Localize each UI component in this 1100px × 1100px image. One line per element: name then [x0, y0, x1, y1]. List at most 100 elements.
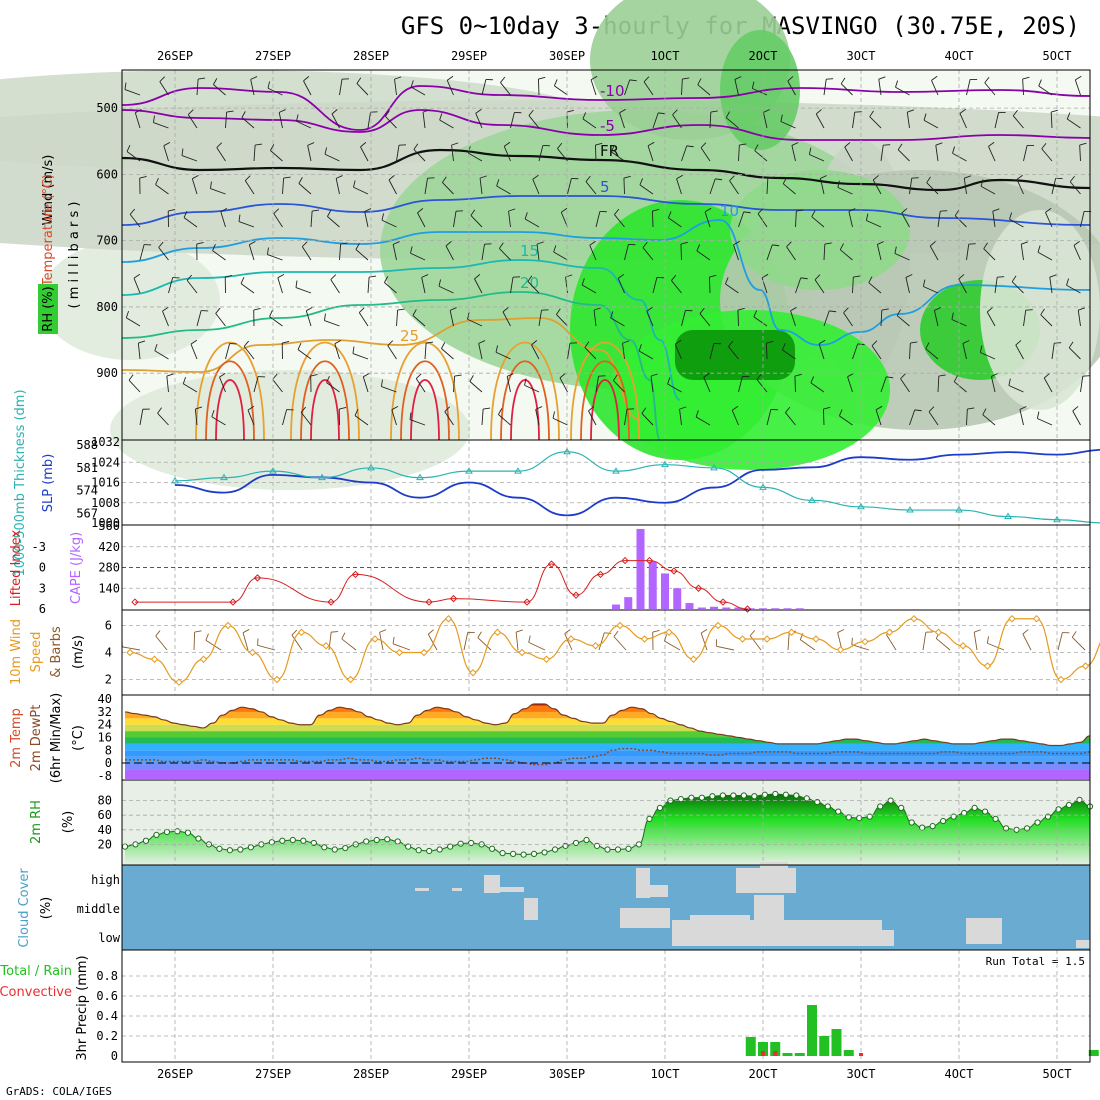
upper-wind-barb — [818, 343, 825, 360]
upper-wind-barb — [352, 353, 369, 360]
upper-wind-barb — [791, 145, 796, 162]
wind-speed-marker — [959, 642, 967, 650]
surface-wind-barb — [716, 645, 735, 651]
upper-wind-barb — [510, 112, 515, 129]
upper-wind-barb-flag — [182, 377, 187, 384]
upper-wind-barb — [642, 247, 654, 261]
cloud-block — [880, 930, 894, 946]
upper-wind-barb-flag — [979, 345, 983, 353]
upper-wind-barb — [876, 244, 882, 261]
temp-color-band — [125, 703, 1090, 706]
upper-wind-barb — [588, 410, 597, 426]
wind-speed-marker — [273, 675, 281, 684]
surface-wind-barb — [564, 633, 573, 651]
wind-speed-marker — [518, 648, 526, 657]
upper-wind-barb-flag — [1045, 207, 1052, 213]
upper-wind-barb-flag — [267, 247, 269, 255]
day-label-top: 5OCT — [1043, 49, 1072, 63]
wind-speed-marker — [861, 637, 869, 646]
upper-wind-barb — [617, 278, 625, 294]
wind-speed-marker — [248, 648, 257, 657]
upper-wind-barb — [303, 80, 312, 96]
surface-wind-barb-flag — [837, 629, 845, 633]
temp-color-band — [125, 737, 1090, 744]
rh-tick: 80 — [98, 794, 112, 808]
upper-wind-barb-flag — [168, 209, 176, 212]
upper-wind-barb — [326, 382, 340, 393]
upper-wind-barb — [532, 179, 540, 195]
surface-wind-barb — [613, 636, 627, 651]
surface-wind-barb — [851, 644, 870, 651]
surface-wind-barb — [193, 631, 196, 651]
surface-wind-barb — [935, 638, 951, 651]
upper-wind-barb-flag — [674, 339, 682, 345]
upper-wind-barb — [446, 80, 454, 96]
thickness-marker — [465, 467, 473, 474]
upper-wind-barb — [590, 79, 597, 96]
upper-wind-barb — [392, 244, 397, 261]
upper-wind-barb — [508, 211, 511, 228]
upper-wind-barb — [725, 283, 739, 294]
upper-wind-barb — [639, 184, 654, 195]
upper-wind-barb-flag — [502, 307, 509, 313]
wind-speed-marker — [395, 648, 404, 657]
upper-wind-barb — [952, 152, 967, 162]
upper-wind-barb-flag — [872, 175, 879, 181]
upper-wind-barb-flag — [907, 109, 915, 113]
wind-speed-marker — [469, 669, 477, 677]
upper-wind-barb-flag — [652, 208, 660, 212]
rh-marker — [530, 850, 538, 857]
upper-wind-barb — [469, 381, 483, 393]
upper-wind-barb-flag — [984, 76, 990, 84]
upper-wind-barb-flag — [442, 176, 447, 183]
surface-wind-barb-flag — [515, 629, 523, 633]
upper-wind-barb-flag — [787, 76, 794, 82]
upper-wind-barb — [409, 419, 426, 426]
thickness-tick: 588 — [76, 438, 98, 452]
upper-wind-barb-flag — [1012, 109, 1018, 117]
upper-wind-barb-flag — [283, 176, 291, 179]
upper-wind-barb-flag — [672, 109, 678, 116]
upper-wind-barb-flag — [786, 241, 792, 248]
upper-wind-barb-flag — [1008, 378, 1011, 386]
cloud-block — [484, 875, 500, 893]
upper-wind-barb — [738, 211, 745, 228]
upper-wind-barb — [410, 86, 426, 96]
upper-wind-barb-flag — [238, 214, 241, 222]
dewpoint-line — [125, 747, 1091, 766]
upper-wind-barb-flag — [421, 274, 429, 278]
warm-core-contour — [580, 360, 630, 441]
upper-wind-barb — [843, 312, 853, 327]
upper-wind-barb-flag — [166, 373, 174, 377]
upper-wind-barb — [1037, 251, 1053, 261]
upper-wind-barb-flag — [894, 246, 897, 254]
upper-wind-barb-flag — [951, 312, 954, 320]
upper-wind-barb-flag — [869, 110, 874, 117]
upper-wind-barb — [307, 145, 312, 162]
lifted-index-marker — [670, 567, 678, 575]
surface-wind-barb-flag — [205, 633, 209, 641]
upper-wind-barb — [128, 379, 141, 393]
upper-wind-barb-flag — [500, 76, 506, 83]
upper-wind-barb — [897, 149, 910, 162]
thickness-marker — [710, 463, 718, 471]
upper-wind-barb — [1077, 310, 1081, 327]
upper-wind-barb-flag — [1051, 109, 1059, 113]
upper-wind-barb — [1066, 118, 1081, 129]
upper-wind-barb-flag — [552, 411, 556, 419]
upper-wind-barb-flag — [381, 379, 383, 387]
upper-wind-barb — [481, 79, 487, 96]
upper-wind-barb-flag — [369, 275, 377, 278]
upper-wind-barb-flag — [896, 309, 901, 316]
upper-wind-barb-flag — [422, 109, 430, 113]
upper-wind-barb-flag — [297, 343, 302, 350]
upper-wind-barb — [467, 318, 483, 327]
upper-wind-barb — [449, 310, 454, 327]
upper-wind-barb — [154, 350, 169, 360]
upper-wind-barb — [928, 411, 939, 426]
upper-wind-barb — [1022, 78, 1024, 96]
upper-wind-barb-flag — [454, 374, 462, 377]
upper-wind-barb — [958, 278, 967, 294]
rh-marker — [761, 791, 768, 798]
rh-shading-patch — [720, 30, 800, 150]
